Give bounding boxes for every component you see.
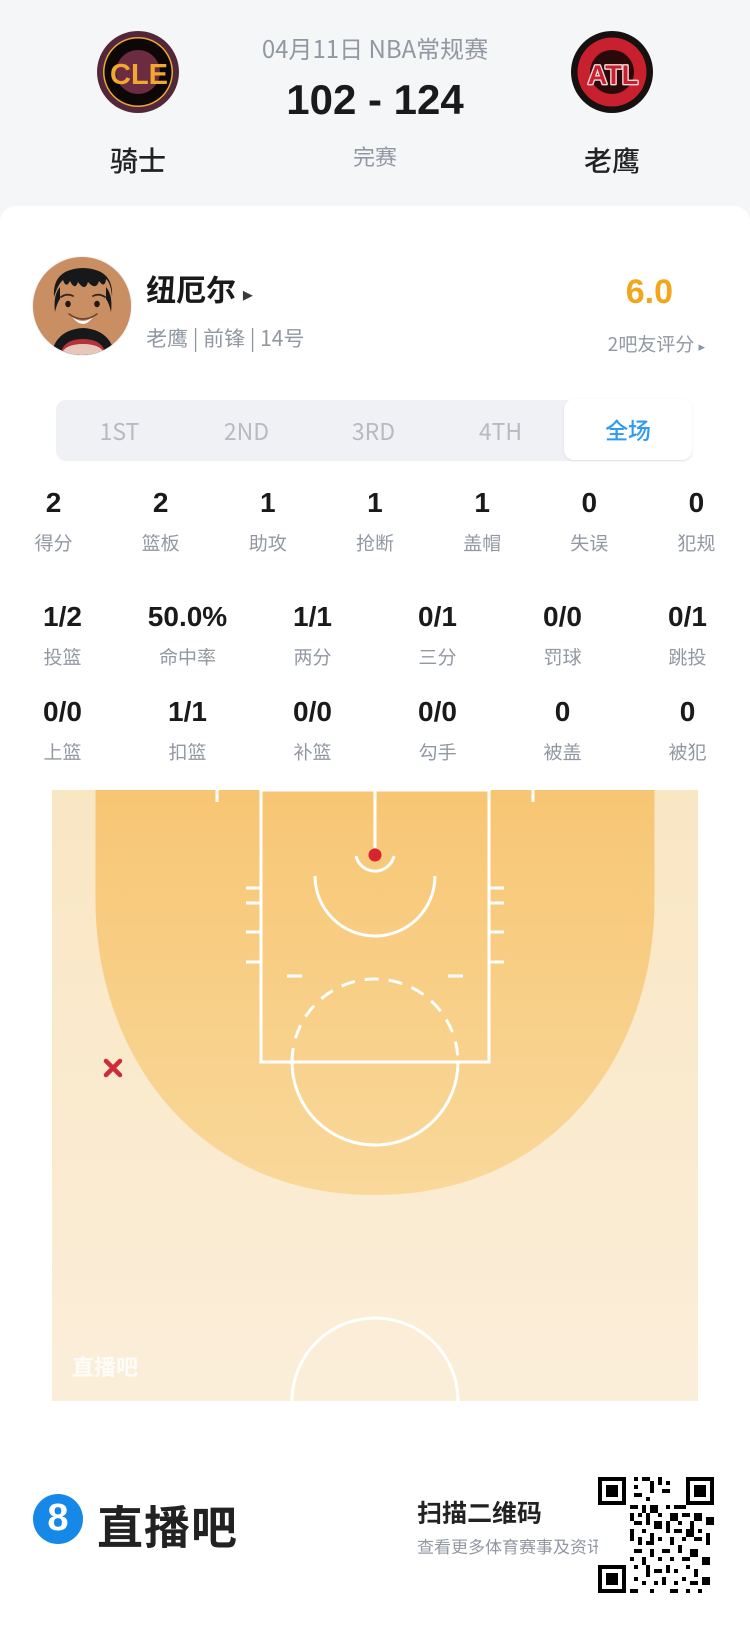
svg-text:直播吧: 直播吧 [72, 1350, 138, 1382]
svg-text:CLE: CLE [110, 59, 168, 91]
svg-text:ATL: ATL [588, 60, 638, 90]
svg-text:8: 8 [47, 1497, 68, 1539]
